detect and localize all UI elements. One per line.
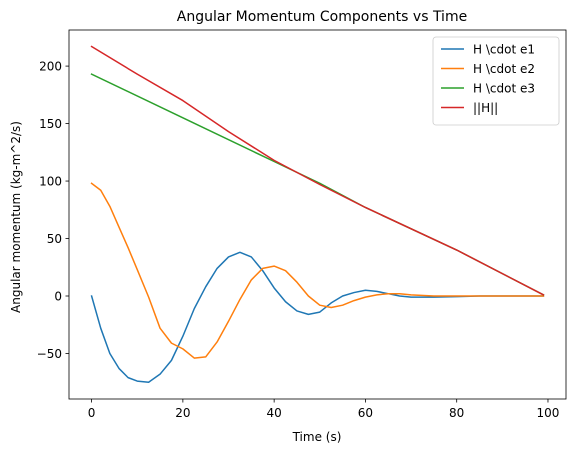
y-axis-label: Angular momentum (kg-m^2/s) (9, 121, 23, 313)
y-tick-label: 150 (39, 117, 62, 131)
x-tick-label: 80 (449, 406, 464, 420)
y-tick-label: 50 (47, 232, 62, 246)
y-tick-label: 200 (39, 59, 62, 73)
y-axis: −50 0 50 100 150 200 (37, 59, 69, 361)
legend-label-2: H \cdot e2 (473, 62, 535, 76)
series-line-1 (90, 251, 545, 383)
legend: H \cdot e1 H \cdot e2 H \cdot e3 ||H|| (432, 36, 560, 126)
y-tick-label: 100 (39, 174, 62, 188)
y-tick-label: 0 (54, 289, 62, 303)
legend-label-4: ||H|| (473, 101, 498, 115)
legend-label-3: H \cdot e3 (473, 81, 535, 95)
x-tick-label: 0 (88, 406, 96, 420)
x-tick-label: 100 (537, 406, 560, 420)
x-tick-label: 20 (175, 406, 190, 420)
legend-label-1: H \cdot e1 (473, 42, 535, 56)
plot-area (68, 29, 567, 400)
legend-box (432, 36, 560, 126)
x-axis: 0 20 40 60 80 100 (88, 399, 560, 420)
x-tick-label: 60 (358, 406, 373, 420)
y-tick-label: −50 (37, 347, 62, 361)
axes-frame (68, 29, 567, 400)
x-tick-label: 40 (267, 406, 282, 420)
series-line-2 (90, 182, 545, 359)
x-axis-label: Time (s) (292, 430, 342, 444)
chart-title: Angular Momentum Components vs Time (177, 9, 467, 25)
series-line-4 (90, 45, 545, 296)
